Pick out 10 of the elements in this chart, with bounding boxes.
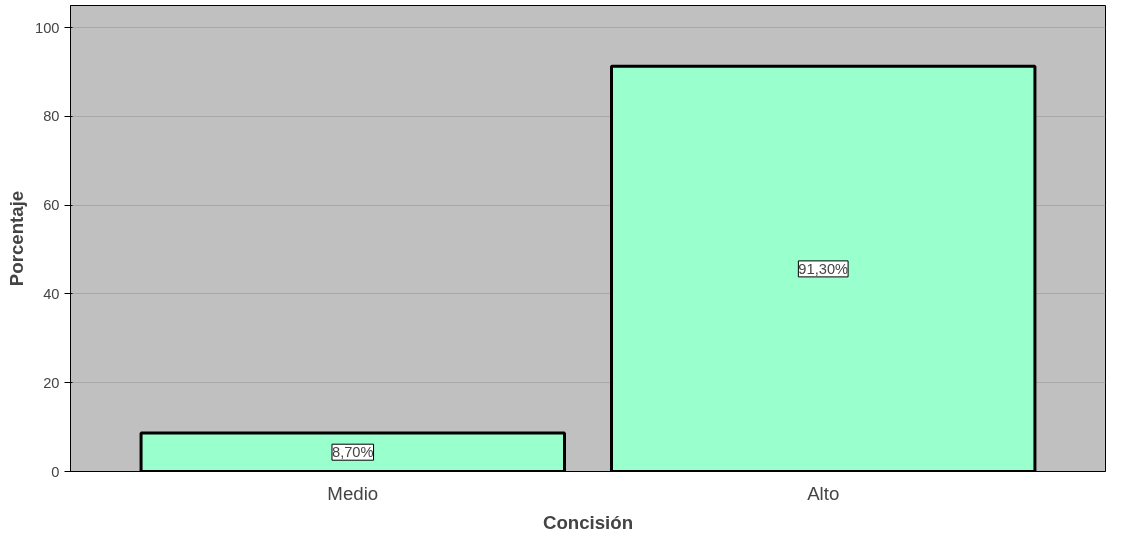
y-tick-label: 60 xyxy=(43,197,60,214)
y-tick-label: 0 xyxy=(51,463,60,480)
y-tick-label: 40 xyxy=(43,285,60,302)
y-tick-label: 80 xyxy=(43,108,60,125)
y-tick-label: 100 xyxy=(35,19,60,36)
y-axis-title: Porcentaje xyxy=(6,190,28,287)
y-tick-label: 20 xyxy=(43,374,60,391)
x-axis-title: Concisión xyxy=(542,511,634,533)
x-tick-label: Medio xyxy=(327,482,379,504)
x-tick-label: Alto xyxy=(807,482,840,504)
